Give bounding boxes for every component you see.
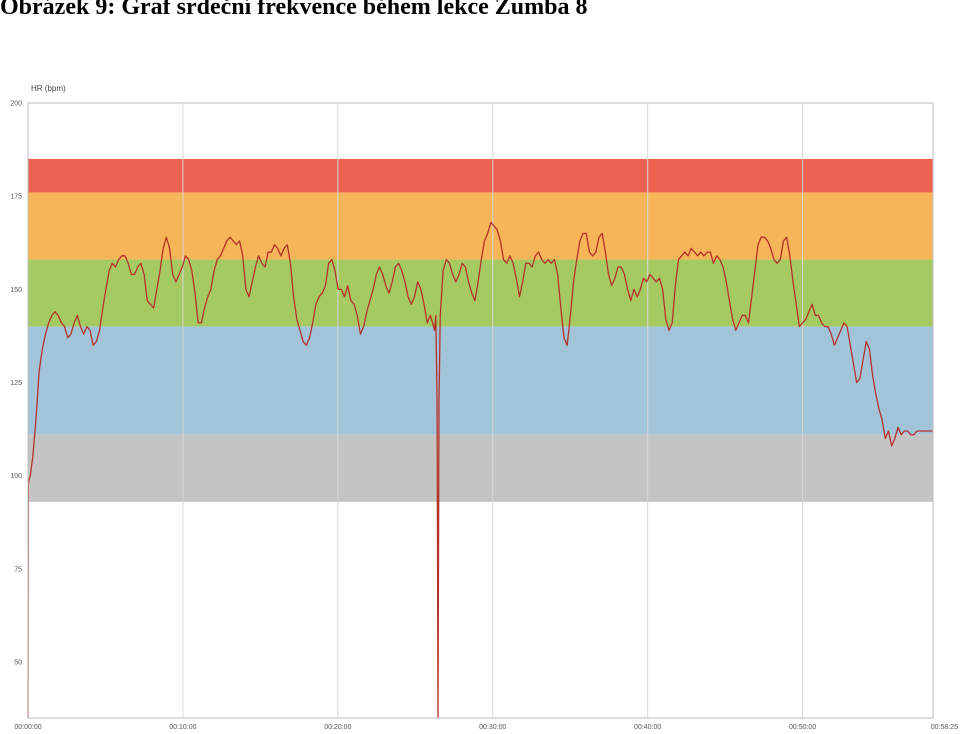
- figure-caption: Obrázek 9: Graf srdeční frekvence během …: [0, 0, 588, 20]
- y-tick-label-6: 50: [14, 660, 22, 667]
- x-tick-label-6: 00:58:25: [931, 724, 958, 731]
- hr-series-line-0: [27, 221, 933, 719]
- x-tick-label-2: 00:20:00: [324, 724, 351, 731]
- x-tick-label-3: 00:30:00: [479, 724, 506, 731]
- y-tick-label-2: 150: [10, 287, 22, 294]
- x-tick-label-0: 00:00:00: [14, 724, 41, 731]
- hr-zone-band-0: [28, 158, 933, 193]
- hr-zone-band-3: [28, 326, 933, 435]
- y-tick-label-0: 200: [10, 101, 22, 108]
- hr-series: [27, 221, 933, 719]
- x-tick-label-5: 00:50:00: [789, 724, 816, 731]
- hr-zone-band-4: [28, 434, 933, 502]
- y-axis-title: HR (bpm): [31, 84, 66, 93]
- y-tick-label-1: 175: [10, 194, 22, 201]
- hr-zone-band-2: [28, 259, 933, 327]
- hr-zone-band-1: [28, 192, 933, 260]
- axes: 200 175 150 125 100 75 50 00:00:00 00:10:00 00:20…: [10, 101, 958, 732]
- y-tick-label-3: 125: [10, 380, 22, 387]
- plot-frame: [27, 102, 934, 719]
- x-tick-label-4: 00:40:00: [634, 724, 661, 731]
- hr-zones: [28, 158, 933, 502]
- y-tick-label-5: 75: [14, 566, 22, 573]
- y-tick-label-4: 100: [10, 473, 22, 480]
- x-tick-label-1: 00:10:00: [169, 724, 196, 731]
